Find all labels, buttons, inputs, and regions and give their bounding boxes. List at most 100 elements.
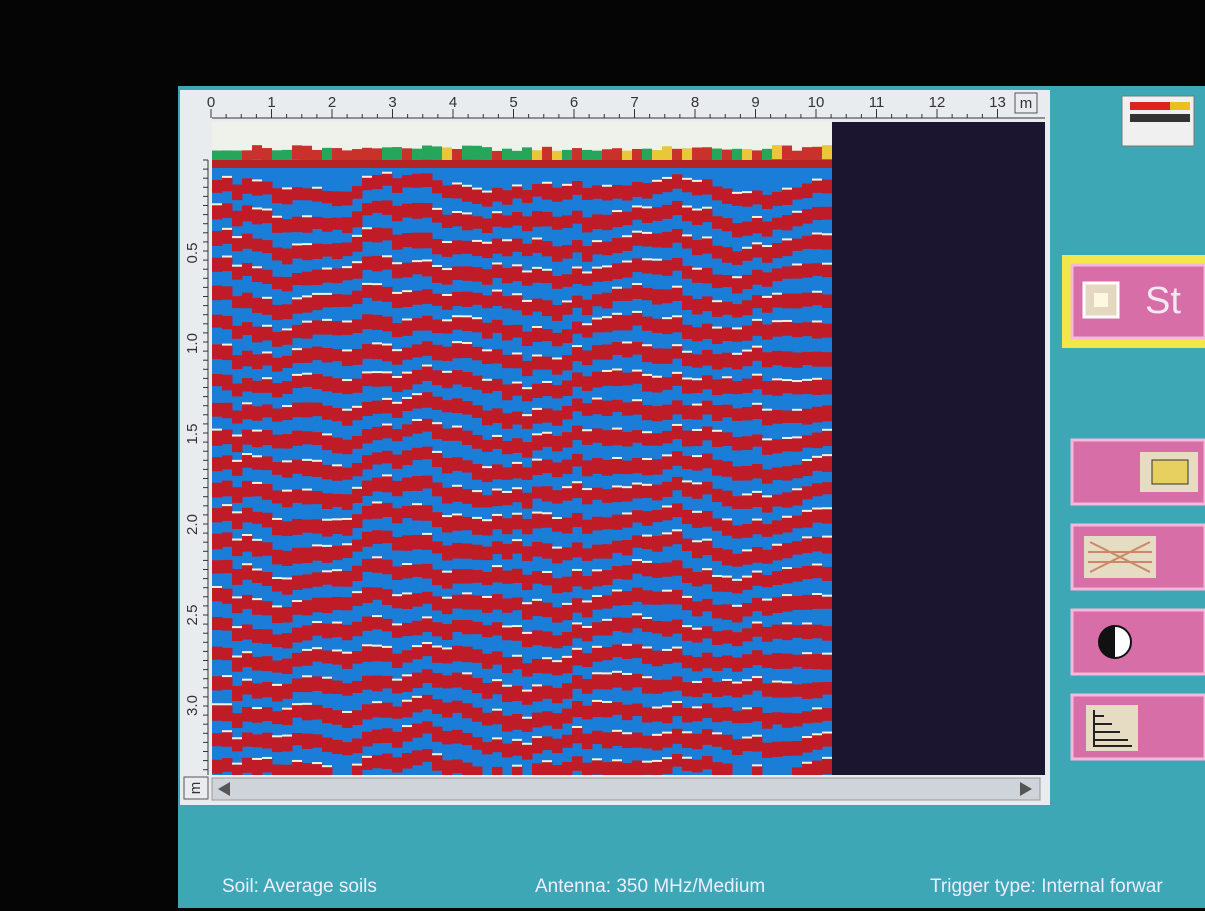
red-band	[352, 566, 363, 581]
red-band	[582, 520, 593, 534]
red-band	[732, 581, 743, 594]
red-band	[222, 618, 233, 630]
red-band	[692, 513, 703, 528]
surface-echo	[572, 148, 582, 162]
white-edge	[732, 192, 742, 194]
red-band	[602, 344, 613, 359]
red-band	[782, 543, 793, 558]
red-band	[292, 679, 303, 693]
surface-echo	[662, 146, 672, 160]
red-band	[592, 428, 603, 442]
white-edge	[562, 656, 572, 658]
red-band	[252, 600, 263, 615]
white-edge	[742, 493, 752, 495]
white-edge	[662, 454, 672, 456]
red-band	[692, 657, 703, 671]
red-band	[742, 466, 753, 481]
white-edge	[442, 571, 452, 573]
white-edge	[222, 675, 232, 677]
red-band	[732, 658, 743, 672]
red-band	[352, 408, 363, 420]
contrast-button[interactable]	[1072, 610, 1205, 674]
red-band	[342, 654, 353, 669]
red-band	[482, 244, 493, 258]
white-edge	[592, 569, 602, 571]
red-band	[722, 604, 733, 619]
white-edge	[812, 378, 822, 380]
red-band	[412, 370, 423, 384]
white-edge	[522, 414, 532, 416]
red-band	[432, 294, 443, 306]
white-edge	[512, 539, 522, 541]
red-band	[702, 756, 713, 769]
white-edge	[682, 625, 692, 627]
surface-echo	[642, 160, 652, 168]
red-band	[372, 175, 383, 189]
red-band	[272, 462, 283, 475]
red-band	[472, 242, 483, 256]
red-band	[682, 353, 693, 366]
surface-echo	[702, 147, 712, 161]
white-edge	[582, 600, 592, 602]
left-ruler-label: 1.0	[184, 333, 201, 354]
red-band	[582, 602, 593, 617]
red-band	[402, 727, 413, 741]
red-band	[822, 567, 833, 581]
white-edge	[382, 398, 392, 400]
white-edge	[462, 592, 472, 594]
white-edge	[532, 408, 542, 410]
red-band	[582, 576, 593, 589]
red-band	[412, 647, 423, 659]
red-band	[812, 654, 823, 669]
red-band	[352, 622, 363, 637]
white-edge	[402, 592, 412, 594]
red-band	[702, 238, 713, 253]
red-band	[302, 600, 313, 615]
surface-echo	[532, 160, 542, 168]
white-edge	[282, 577, 292, 579]
red-band	[482, 381, 493, 394]
red-band	[282, 462, 293, 477]
scrollbar[interactable]	[212, 778, 1040, 800]
red-band	[542, 408, 553, 422]
white-edge	[742, 576, 752, 578]
red-band	[722, 630, 733, 643]
red-band	[592, 400, 603, 415]
white-edge	[492, 709, 502, 711]
red-band	[562, 577, 573, 593]
page: 012345678910111213 m 0.51.01.52.02.53.0 …	[0, 0, 1205, 911]
surface-echo	[272, 160, 282, 168]
red-band	[742, 578, 753, 590]
red-band	[482, 295, 493, 308]
red-band	[372, 755, 383, 768]
surface-echo	[292, 160, 302, 168]
white-edge	[822, 732, 832, 734]
red-band	[652, 261, 663, 275]
red-band	[382, 317, 393, 332]
red-band	[592, 372, 603, 388]
red-band	[652, 592, 663, 605]
white-edge	[622, 644, 632, 646]
red-band	[312, 320, 323, 334]
red-band	[622, 646, 633, 659]
red-band	[282, 579, 293, 594]
white-edge	[632, 311, 642, 313]
red-band	[612, 263, 623, 279]
red-band	[442, 215, 453, 228]
red-band	[262, 430, 273, 445]
red-band	[242, 322, 253, 335]
red-band	[412, 233, 423, 249]
red-band	[332, 349, 343, 361]
white-edge	[802, 510, 812, 512]
red-band	[242, 404, 253, 419]
red-band	[702, 209, 713, 222]
red-band	[502, 268, 513, 283]
white-edge	[782, 594, 792, 596]
red-band	[252, 209, 263, 224]
red-band	[252, 457, 263, 470]
red-band	[802, 683, 813, 699]
red-band	[292, 489, 303, 503]
white-edge	[342, 320, 352, 322]
white-edge	[332, 649, 342, 651]
red-band	[242, 178, 253, 194]
